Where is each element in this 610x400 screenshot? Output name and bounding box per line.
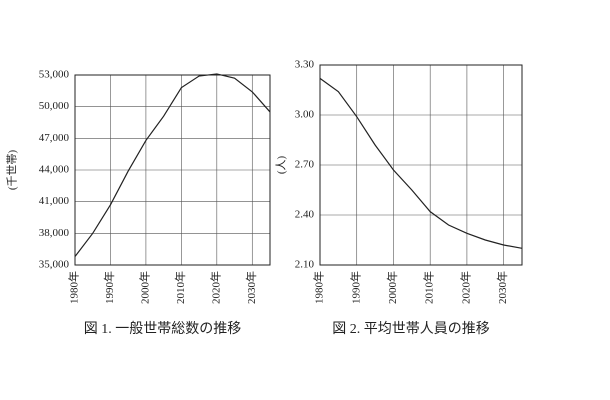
y-axis-label: (千世帯): [6, 150, 19, 191]
y-tick-label: 2.70: [295, 159, 315, 171]
y-tick-label: 41,000: [39, 195, 70, 207]
y-tick-label: 2.10: [295, 259, 315, 271]
x-tick-label: 2030年: [495, 271, 509, 304]
x-tick-label: 2020年: [458, 271, 472, 304]
x-tick-label: 2020年: [208, 271, 222, 304]
x-tick-label: 1990年: [102, 271, 116, 304]
y-tick-label: 38,000: [39, 227, 70, 239]
x-tick-label: 1980年: [67, 271, 81, 304]
x-tick-label: 1980年: [312, 271, 326, 304]
y-tick-label: 53,000: [39, 69, 70, 81]
x-tick-label: 1990年: [348, 271, 362, 304]
x-tick-label: 2000年: [385, 271, 399, 304]
y-tick-label: 47,000: [39, 132, 70, 144]
y-tick-label: 2.40: [295, 209, 315, 221]
y-axis-label: (人): [275, 156, 288, 175]
data-line: [74, 73, 271, 257]
x-tick-label: 2010年: [173, 271, 187, 304]
chart-caption: 図 1. 一般世帯総数の推移: [84, 321, 242, 337]
plot-frame: [319, 64, 523, 266]
x-tick-label: 2030年: [244, 271, 258, 304]
data-line: [319, 77, 523, 249]
plot-frame: [74, 74, 271, 266]
y-tick-label: 35,000: [39, 259, 70, 271]
x-tick-label: 2000年: [137, 271, 151, 304]
x-tick-label: 2010年: [422, 271, 436, 304]
y-tick-label: 44,000: [39, 164, 70, 176]
y-tick-label: 3.30: [295, 59, 315, 71]
chart-caption: 図 2. 平均世帯人員の推移: [332, 321, 490, 337]
y-tick-label: 50,000: [39, 100, 70, 112]
y-tick-label: 3.00: [295, 109, 315, 121]
